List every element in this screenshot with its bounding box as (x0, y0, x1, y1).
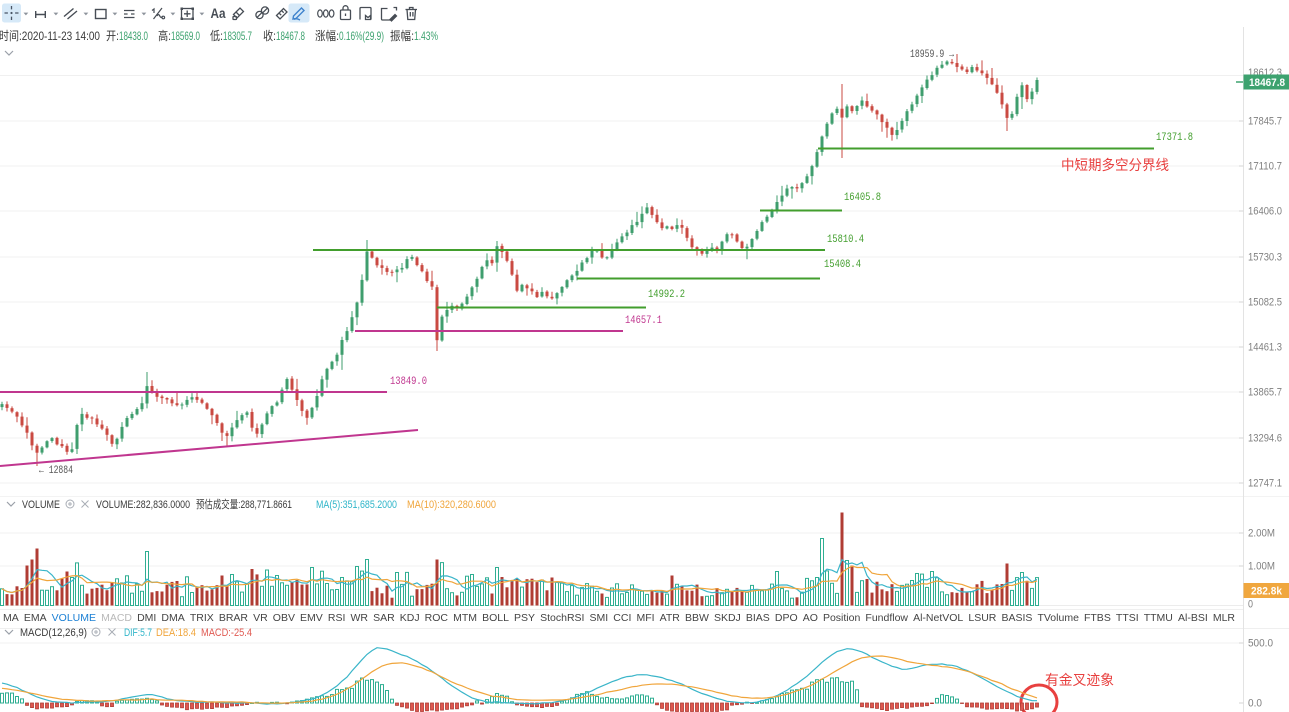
svg-text:预估成交量:288,771.8661: 预估成交量:288,771.8661 (196, 497, 292, 511)
svg-text:17371.8: 17371.8 (1156, 132, 1193, 144)
svg-text:← 12884: ← 12884 (39, 465, 73, 477)
svg-text:18467.8: 18467.8 (276, 29, 305, 43)
svg-text:14461.3: 14461.3 (1248, 342, 1282, 354)
svg-text:高:: 高: (158, 28, 171, 43)
svg-text:中短期多空分界线: 中短期多空分界线 (1061, 157, 1169, 173)
svg-text:Aa: Aa (211, 6, 226, 21)
svg-text:13849.0: 13849.0 (390, 376, 427, 388)
svg-text:低:: 低: (210, 29, 223, 43)
svg-text:13294.6: 13294.6 (1248, 433, 1282, 445)
svg-text:16405.8: 16405.8 (844, 192, 881, 204)
svg-text:18959.9 →: 18959.9 → (910, 49, 954, 61)
svg-text:500.0: 500.0 (1248, 638, 1273, 650)
svg-text:17845.7: 17845.7 (1248, 116, 1282, 128)
svg-text:14657.1: 14657.1 (625, 315, 662, 327)
svg-text:18569.0: 18569.0 (171, 29, 200, 43)
svg-text:MA(5):351,685.2000: MA(5):351,685.2000 (316, 499, 397, 511)
svg-text:0: 0 (1248, 599, 1253, 611)
svg-text:2.00M: 2.00M (1248, 528, 1275, 540)
svg-text:VOLUME:282,836.0000: VOLUME:282,836.0000 (96, 499, 190, 511)
svg-text:18438.0: 18438.0 (119, 29, 148, 43)
svg-text:0.16%(29.9): 0.16%(29.9) (339, 29, 384, 43)
svg-text:15730.3: 15730.3 (1248, 252, 1282, 264)
svg-text:0.0: 0.0 (1248, 698, 1262, 710)
svg-text:15408.4: 15408.4 (824, 259, 861, 271)
svg-text:12747.1: 12747.1 (1248, 478, 1282, 490)
svg-text:振幅:: 振幅: (390, 28, 414, 43)
svg-text:1.43%: 1.43% (414, 29, 438, 43)
svg-text:有金叉迹象: 有金叉迹象 (1045, 672, 1114, 688)
svg-text:16406.0: 16406.0 (1248, 206, 1282, 218)
svg-text:13865.7: 13865.7 (1248, 387, 1282, 399)
svg-text:DIF:5.7: DIF:5.7 (124, 627, 152, 639)
svg-text:MA(10):320,280.6000: MA(10):320,280.6000 (407, 499, 496, 511)
svg-text:VOLUME: VOLUME (22, 499, 60, 511)
svg-text:18305.7: 18305.7 (223, 29, 252, 43)
svg-text:MACD(12,26,9): MACD(12,26,9) (20, 627, 87, 639)
svg-text:MACD:-25.4: MACD:-25.4 (201, 627, 252, 639)
svg-text:18467.8: 18467.8 (1249, 77, 1285, 89)
svg-text:14992.2: 14992.2 (648, 289, 685, 301)
svg-text:15082.5: 15082.5 (1248, 297, 1282, 309)
svg-text:17110.7: 17110.7 (1248, 161, 1282, 173)
svg-text:1.00M: 1.00M (1248, 561, 1275, 573)
svg-text:涨幅:: 涨幅: (315, 28, 339, 43)
svg-text:时间:2020-11-23 14:00: 时间:2020-11-23 14:00 (0, 29, 100, 43)
svg-text:282.8k: 282.8k (1251, 586, 1283, 598)
svg-text:收:: 收: (263, 29, 276, 43)
svg-text:开:: 开: (106, 29, 119, 43)
svg-text:DEA:18.4: DEA:18.4 (156, 627, 196, 639)
svg-text:15810.4: 15810.4 (827, 234, 864, 246)
